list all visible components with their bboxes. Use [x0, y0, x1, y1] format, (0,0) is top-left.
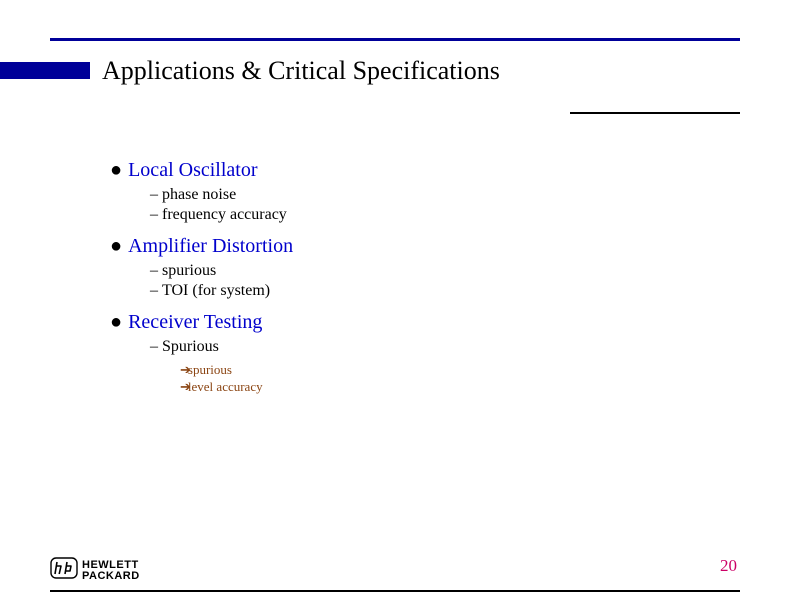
dash-marker: – [150, 206, 158, 224]
bullet-marker: ● [110, 160, 122, 180]
dash-marker: – [150, 186, 158, 204]
subsub-label: spurious [188, 362, 232, 378]
bullet-item: ● Amplifier Distortion [110, 234, 670, 258]
bullet-marker: ● [110, 236, 122, 256]
sub-label: spurious [162, 262, 216, 280]
bullet-label: Local Oscillator [128, 158, 257, 182]
sub-item: – frequency accuracy [150, 206, 670, 224]
subsub-label: level accuracy [188, 379, 263, 395]
subsub-item: ➔ spurious [180, 362, 670, 378]
dash-marker: – [150, 262, 158, 280]
accent-bar [0, 62, 90, 79]
bullet-marker: ● [110, 312, 122, 332]
title-underline [570, 112, 740, 114]
page-number: 20 [720, 556, 737, 576]
sub-label: TOI (for system) [162, 282, 270, 300]
subsub-item: ➔ level accuracy [180, 379, 670, 395]
sub-label: phase noise [162, 186, 236, 204]
sub-label: frequency accuracy [162, 206, 287, 224]
bullet-label: Receiver Testing [128, 310, 262, 334]
slide-title: Applications & Critical Specifications [102, 56, 500, 86]
hp-logo-text: HEWLETT PACKARD [82, 560, 140, 582]
brand-bottom: PACKARD [82, 570, 140, 582]
bottom-rule [50, 590, 740, 592]
sub-item: – TOI (for system) [150, 282, 670, 300]
content-block: ● Local Oscillator – phase noise – frequ… [110, 158, 670, 396]
top-rule [50, 38, 740, 41]
sub-item: – spurious [150, 262, 670, 280]
dash-marker: – [150, 338, 158, 356]
sub-item: – Spurious [150, 338, 670, 356]
bullet-item: ● Receiver Testing [110, 310, 670, 334]
bullet-label: Amplifier Distortion [128, 234, 293, 258]
sub-item: – phase noise [150, 186, 670, 204]
hp-logo-mark [50, 557, 78, 584]
bullet-item: ● Local Oscillator [110, 158, 670, 182]
dash-marker: – [150, 282, 158, 300]
hp-logo: HEWLETT PACKARD [50, 557, 140, 584]
sub-label: Spurious [162, 338, 219, 356]
